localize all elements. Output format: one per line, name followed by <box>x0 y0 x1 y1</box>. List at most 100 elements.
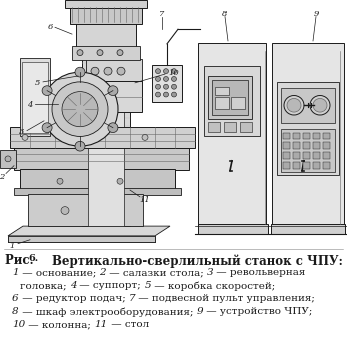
Text: 3: 3 <box>19 127 25 136</box>
FancyBboxPatch shape <box>14 147 189 169</box>
Polygon shape <box>20 59 50 136</box>
FancyBboxPatch shape <box>283 132 290 139</box>
FancyBboxPatch shape <box>283 152 290 159</box>
FancyBboxPatch shape <box>76 20 136 49</box>
Text: 9: 9 <box>313 10 319 18</box>
Circle shape <box>163 76 169 81</box>
Circle shape <box>163 69 169 73</box>
FancyBboxPatch shape <box>303 132 310 139</box>
Polygon shape <box>8 226 170 236</box>
Circle shape <box>42 123 52 132</box>
Circle shape <box>155 92 161 97</box>
FancyBboxPatch shape <box>293 162 300 169</box>
Circle shape <box>117 67 125 75</box>
FancyBboxPatch shape <box>293 142 300 149</box>
FancyBboxPatch shape <box>10 127 195 148</box>
Text: — подвесной пульт управления;: — подвесной пульт управления; <box>135 294 315 303</box>
Circle shape <box>42 72 118 146</box>
Text: — устройство ЧПУ;: — устройство ЧПУ; <box>203 307 312 316</box>
Text: — суппорт;: — суппорт; <box>76 281 144 290</box>
Text: 11: 11 <box>94 320 108 329</box>
FancyBboxPatch shape <box>198 43 266 226</box>
FancyBboxPatch shape <box>313 142 320 149</box>
FancyBboxPatch shape <box>212 80 248 115</box>
Circle shape <box>313 98 327 112</box>
Text: 1: 1 <box>12 268 19 277</box>
Text: Вертикально-сверлильный станок с ЧПУ:: Вертикально-сверлильный станок с ЧПУ: <box>52 254 343 268</box>
FancyBboxPatch shape <box>293 132 300 139</box>
Circle shape <box>171 92 177 97</box>
FancyBboxPatch shape <box>323 162 330 169</box>
Circle shape <box>284 96 304 115</box>
FancyBboxPatch shape <box>82 21 130 226</box>
Text: — револьверная: — револьверная <box>213 268 306 277</box>
FancyBboxPatch shape <box>70 5 142 24</box>
FancyBboxPatch shape <box>78 81 142 112</box>
Text: 8: 8 <box>12 307 19 316</box>
FancyBboxPatch shape <box>277 82 339 176</box>
Circle shape <box>163 84 169 89</box>
Text: — шкаф электрооборудования;: — шкаф электрооборудования; <box>19 307 196 317</box>
Circle shape <box>77 50 83 55</box>
FancyBboxPatch shape <box>271 224 345 234</box>
Text: 5: 5 <box>144 281 151 290</box>
FancyBboxPatch shape <box>22 62 48 132</box>
FancyBboxPatch shape <box>281 129 335 172</box>
Circle shape <box>57 178 63 184</box>
FancyBboxPatch shape <box>198 224 268 234</box>
FancyBboxPatch shape <box>303 142 310 149</box>
Text: 6: 6 <box>47 23 53 31</box>
FancyBboxPatch shape <box>152 65 182 102</box>
Text: 2: 2 <box>99 268 106 277</box>
Circle shape <box>97 50 103 55</box>
FancyBboxPatch shape <box>323 152 330 159</box>
Circle shape <box>91 67 99 75</box>
FancyBboxPatch shape <box>313 152 320 159</box>
Circle shape <box>171 69 177 73</box>
Text: 8: 8 <box>222 10 228 18</box>
Circle shape <box>142 135 148 140</box>
FancyBboxPatch shape <box>208 122 220 131</box>
FancyBboxPatch shape <box>8 236 155 242</box>
Circle shape <box>155 84 161 89</box>
Text: — колонна;: — колонна; <box>25 320 94 329</box>
Circle shape <box>61 207 69 214</box>
Text: — коробка скоростей;: — коробка скоростей; <box>151 281 276 291</box>
FancyBboxPatch shape <box>215 97 229 109</box>
FancyBboxPatch shape <box>215 87 229 94</box>
Text: 10: 10 <box>12 320 25 329</box>
Circle shape <box>75 67 85 77</box>
Text: 6.: 6. <box>28 254 38 263</box>
FancyBboxPatch shape <box>303 162 310 169</box>
Text: 4: 4 <box>27 101 33 109</box>
Circle shape <box>75 141 85 151</box>
Circle shape <box>163 92 169 97</box>
Circle shape <box>117 178 123 184</box>
Circle shape <box>171 76 177 81</box>
Circle shape <box>104 67 112 75</box>
Circle shape <box>117 50 123 55</box>
Circle shape <box>72 135 78 140</box>
Text: 2: 2 <box>0 173 5 181</box>
Text: 7: 7 <box>129 294 135 303</box>
Circle shape <box>42 86 52 96</box>
FancyBboxPatch shape <box>20 169 175 190</box>
Text: — основание;: — основание; <box>19 268 99 277</box>
Circle shape <box>108 86 118 96</box>
Text: 5: 5 <box>35 79 41 87</box>
Text: 4: 4 <box>70 281 76 290</box>
FancyBboxPatch shape <box>281 88 335 123</box>
Text: головка;: головка; <box>20 281 70 290</box>
Circle shape <box>310 96 330 115</box>
FancyBboxPatch shape <box>208 76 252 119</box>
FancyBboxPatch shape <box>14 188 181 195</box>
FancyBboxPatch shape <box>323 132 330 139</box>
FancyBboxPatch shape <box>88 21 124 226</box>
Text: 3: 3 <box>207 268 213 277</box>
Text: 11: 11 <box>139 196 150 204</box>
Circle shape <box>155 69 161 73</box>
Text: — стол: — стол <box>108 320 149 329</box>
FancyBboxPatch shape <box>72 46 140 60</box>
FancyBboxPatch shape <box>272 43 344 226</box>
Circle shape <box>62 92 98 127</box>
